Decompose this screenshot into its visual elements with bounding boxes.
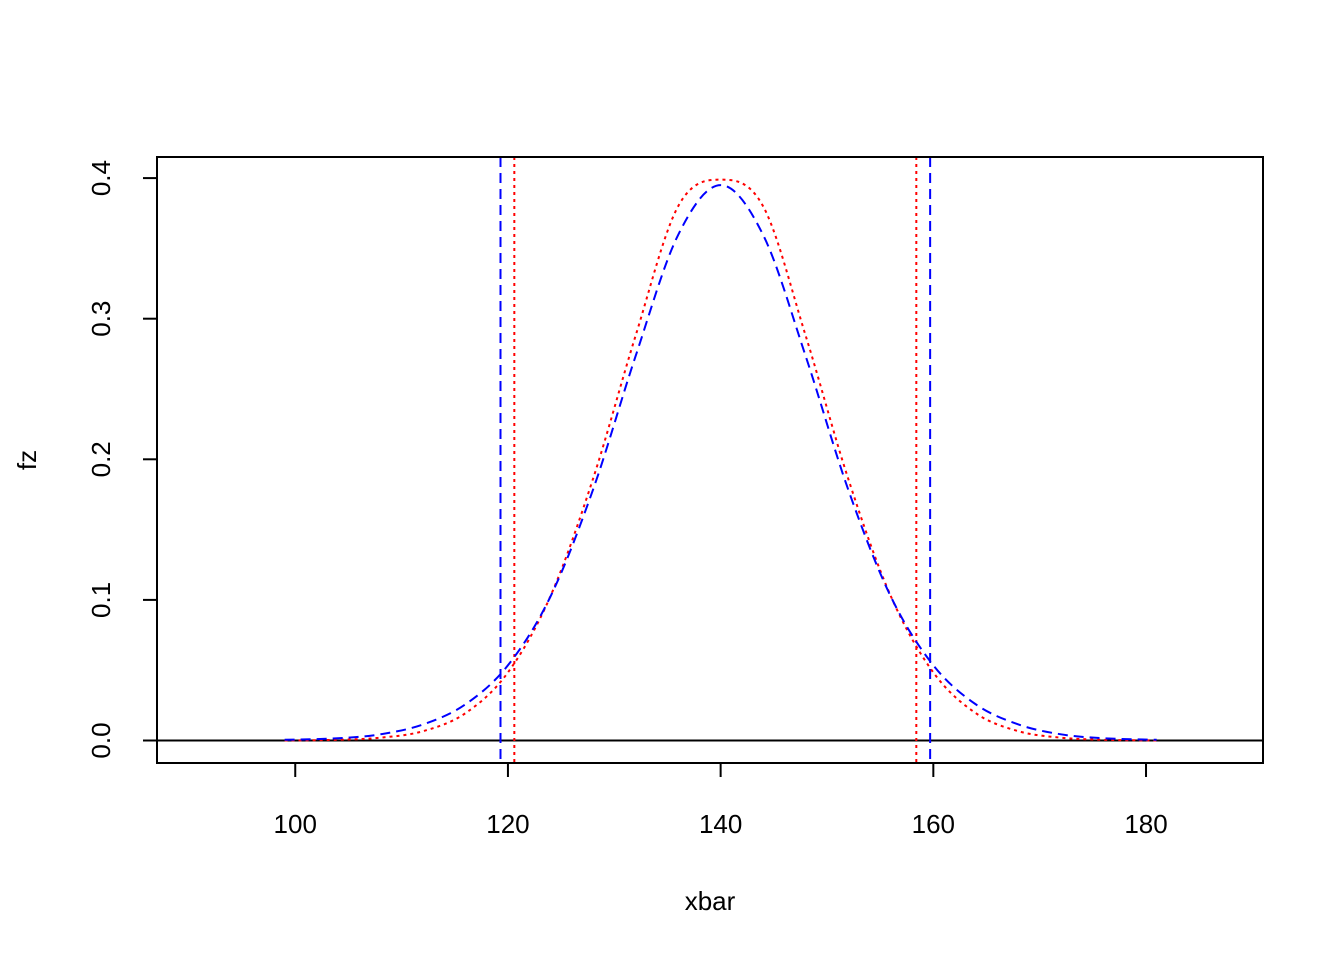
y-axis: 0.0 0.1 0.2 0.3 0.4 — [86, 160, 158, 759]
y-tick-label-3: 0.3 — [86, 301, 116, 337]
plot-content — [157, 157, 1263, 763]
x-axis-title: xbar — [685, 886, 736, 916]
y-tick-label-0: 0.0 — [86, 722, 116, 758]
plot-frame — [156, 156, 1264, 764]
x-tick-label-4: 180 — [1124, 809, 1167, 839]
x-tick-label-0: 100 — [274, 809, 317, 839]
y-tick-label-4: 0.4 — [86, 160, 116, 196]
x-tick-label-1: 120 — [486, 809, 529, 839]
x-tick-label-3: 160 — [912, 809, 955, 839]
series-line-1 — [284, 184, 1157, 741]
y-tick-label-2: 0.2 — [86, 441, 116, 477]
x-tick-label-2: 140 — [699, 809, 742, 839]
x-axis: 100 120 140 160 180 — [274, 762, 1168, 839]
series-line-0 — [284, 178, 1157, 742]
y-axis-title: fz — [12, 450, 42, 470]
y-tick-label-1: 0.1 — [86, 582, 116, 618]
